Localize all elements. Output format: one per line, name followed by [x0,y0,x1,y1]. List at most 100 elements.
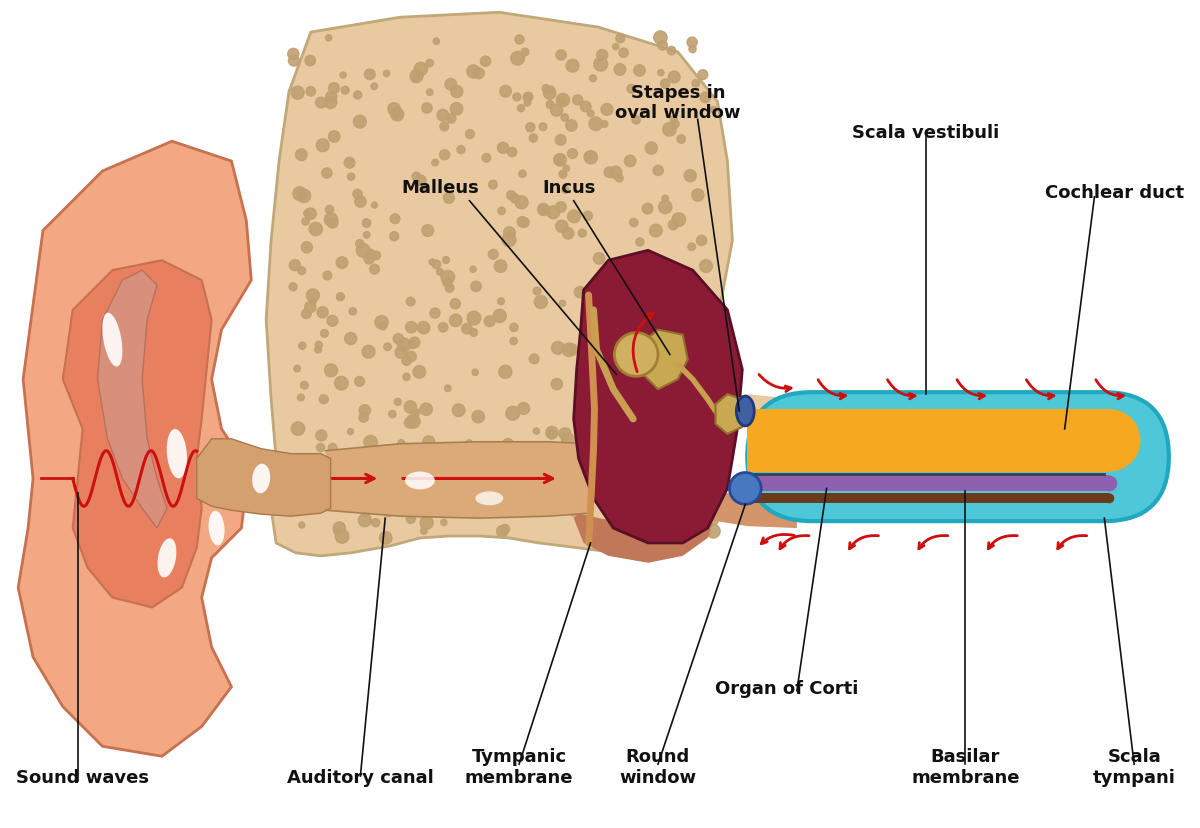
Circle shape [410,409,420,417]
Circle shape [364,436,377,450]
Circle shape [557,98,565,106]
Circle shape [559,301,565,307]
Circle shape [650,497,664,511]
Circle shape [630,469,637,475]
Circle shape [384,452,392,461]
Circle shape [450,315,462,327]
Polygon shape [574,251,743,543]
Circle shape [680,278,688,286]
Circle shape [707,471,716,480]
Ellipse shape [1078,410,1140,472]
Circle shape [439,151,450,161]
Circle shape [488,250,498,260]
Polygon shape [266,13,732,556]
Circle shape [482,154,491,163]
Circle shape [324,97,337,109]
Circle shape [430,260,436,266]
Circle shape [395,347,407,359]
Circle shape [306,290,319,302]
Circle shape [529,354,539,364]
Ellipse shape [1102,476,1117,492]
Circle shape [469,329,478,337]
Text: Incus: Incus [542,179,595,196]
Circle shape [569,507,578,517]
Circle shape [565,121,577,132]
Circle shape [364,255,374,265]
Circle shape [404,402,416,414]
Circle shape [692,80,700,88]
Circle shape [632,482,641,490]
Text: Stapes in
oval window: Stapes in oval window [616,84,740,123]
Polygon shape [325,442,588,518]
Circle shape [556,51,566,61]
Circle shape [512,94,521,102]
Circle shape [462,324,473,335]
Polygon shape [18,142,251,756]
Circle shape [503,439,514,450]
Circle shape [547,87,554,94]
Text: Scala vestibuli: Scala vestibuli [852,124,1000,142]
Circle shape [551,379,563,390]
Circle shape [600,453,611,464]
Polygon shape [197,440,331,517]
Circle shape [626,485,641,498]
Circle shape [629,327,642,339]
Circle shape [682,278,689,286]
Circle shape [546,427,558,439]
Circle shape [440,123,449,132]
Text: Basilar
membrane: Basilar membrane [911,748,1020,786]
Circle shape [403,373,410,381]
Circle shape [518,501,532,513]
Ellipse shape [157,538,176,578]
Text: Auditory canal: Auditory canal [287,768,433,786]
Circle shape [617,336,628,348]
Ellipse shape [167,430,187,479]
Circle shape [499,366,512,379]
Circle shape [556,202,566,213]
Circle shape [384,344,391,351]
Circle shape [504,228,515,239]
Circle shape [349,308,356,315]
Circle shape [517,217,528,228]
Circle shape [374,316,388,330]
Ellipse shape [475,492,503,506]
Circle shape [426,90,433,96]
Circle shape [640,405,649,415]
Circle shape [610,167,622,180]
Circle shape [494,261,506,273]
Circle shape [650,408,656,414]
Circle shape [542,486,552,495]
Circle shape [289,260,300,272]
Circle shape [692,485,700,493]
Circle shape [292,422,305,436]
Circle shape [544,88,556,100]
Circle shape [584,153,592,161]
Circle shape [409,338,420,349]
Ellipse shape [1104,493,1115,503]
Circle shape [517,105,524,113]
Circle shape [562,187,569,194]
Circle shape [563,344,576,357]
Circle shape [626,85,636,94]
Bar [748,410,1109,472]
Circle shape [295,150,307,161]
Circle shape [707,525,720,538]
Circle shape [329,132,340,143]
Circle shape [610,440,619,450]
Circle shape [584,303,593,311]
Circle shape [420,517,433,530]
Circle shape [314,347,322,354]
Circle shape [466,440,473,447]
Circle shape [642,510,649,517]
Circle shape [634,65,646,77]
Circle shape [316,342,323,349]
Circle shape [589,75,596,83]
Circle shape [666,526,678,538]
Circle shape [552,342,564,355]
Circle shape [415,176,426,186]
Circle shape [443,193,455,204]
Circle shape [701,422,708,429]
Text: Organ of Corti: Organ of Corti [715,679,859,697]
Circle shape [294,366,300,373]
Circle shape [452,404,464,417]
